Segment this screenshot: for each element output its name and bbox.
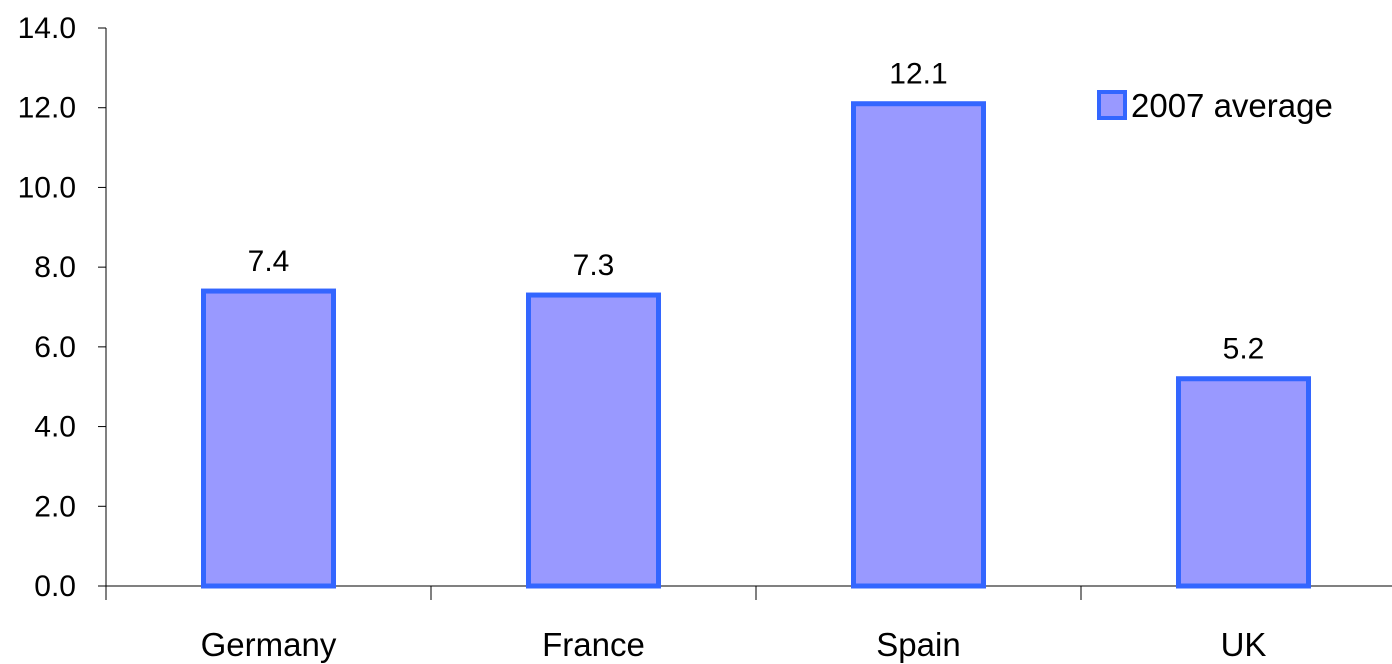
data-label-france: 7.3 <box>573 249 615 282</box>
bar-spain <box>851 101 986 589</box>
bars-group <box>201 101 1311 589</box>
data-label-uk: 5.2 <box>1223 333 1265 366</box>
legend-label: 2007 average <box>1131 87 1333 124</box>
bar-uk <box>1176 376 1311 589</box>
data-label-spain: 12.1 <box>889 58 947 91</box>
legend-swatch <box>1097 90 1127 120</box>
y-tick-label: 0.0 <box>34 570 76 603</box>
legend: 2007 average <box>1097 87 1333 124</box>
data-labels-group: 7.4 7.3 12.1 5.2 <box>248 58 1265 366</box>
y-tick-label: 8.0 <box>34 251 76 284</box>
y-tick-label: 14.0 <box>18 12 76 45</box>
y-tick-label: 12.0 <box>18 92 76 125</box>
category-label-uk: UK <box>1221 626 1267 663</box>
bar-france <box>526 292 661 589</box>
y-tick-label: 10.0 <box>18 171 76 204</box>
category-label-france: France <box>542 626 645 663</box>
x-axis: Germany France Spain UK <box>105 585 1392 663</box>
bar-germany <box>201 288 336 589</box>
category-label-germany: Germany <box>201 626 337 663</box>
y-tick-label: 6.0 <box>34 331 76 364</box>
y-tick-label: 2.0 <box>34 490 76 523</box>
y-axis: 0.0 2.0 4.0 6.0 8.0 10.0 12.0 14.0 <box>18 12 107 603</box>
y-tick-label: 4.0 <box>34 411 76 444</box>
data-label-germany: 7.4 <box>248 245 290 278</box>
category-label-spain: Spain <box>876 626 960 663</box>
